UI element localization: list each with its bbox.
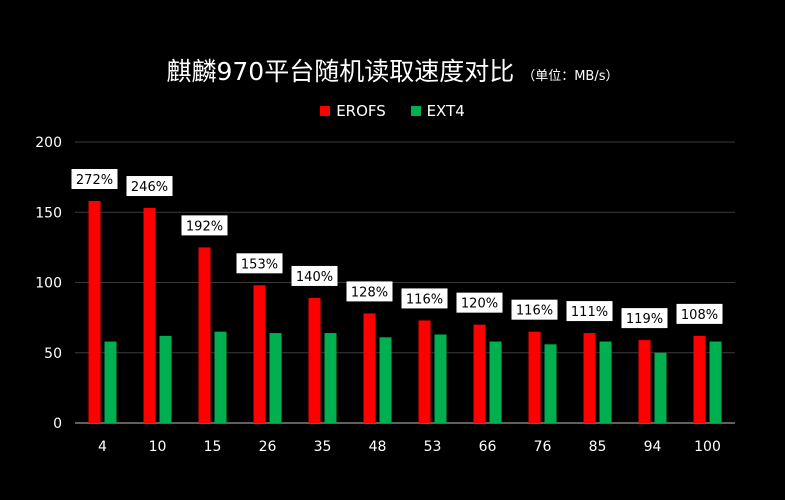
data-label-box [456, 292, 503, 313]
bar-erofs [308, 297, 321, 423]
legend: EROFS EXT4 [0, 102, 785, 120]
bar-ext4 [654, 352, 667, 423]
bar-erofs [473, 324, 486, 423]
bar-ext4 [269, 333, 282, 423]
bar-ext4 [104, 341, 117, 423]
legend-label-ext4: EXT4 [426, 102, 465, 120]
x-tick-label: 15 [204, 439, 222, 455]
data-label-box [71, 169, 118, 190]
legend-item-ext4: EXT4 [410, 102, 465, 120]
x-tick-label: 4 [98, 439, 107, 455]
data-label: 140% [296, 270, 333, 285]
x-tick-label: 35 [314, 439, 332, 455]
data-label-box [511, 299, 558, 320]
bar-erofs [693, 335, 706, 423]
data-label-box [291, 265, 338, 286]
data-label-box [181, 215, 228, 236]
bar-ext4 [379, 337, 392, 423]
x-tick-label: 85 [589, 439, 607, 455]
data-label: 272% [76, 173, 113, 188]
y-tick-label: 200 [35, 135, 62, 151]
data-label-box [566, 301, 613, 322]
bar-ext4 [159, 335, 172, 423]
bar-erofs [143, 208, 156, 423]
bar-erofs [253, 285, 266, 423]
bar-ext4 [544, 344, 557, 423]
legend-label-erofs: EROFS [336, 102, 386, 120]
bar-erofs [418, 320, 431, 423]
x-tick-label: 66 [479, 439, 497, 455]
x-tick-label: 94 [644, 439, 662, 455]
data-label: 246% [131, 180, 168, 195]
chart-title-area: 麒麟970平台随机读取速度对比 （单位：MB/s） [0, 52, 785, 88]
bar-ext4 [324, 333, 337, 423]
bar-ext4 [434, 334, 447, 423]
data-label: 192% [186, 219, 223, 234]
x-tick-label: 48 [369, 439, 387, 455]
legend-swatch-ext4 [410, 106, 421, 116]
legend-item-erofs: EROFS [320, 102, 386, 120]
x-tick-label: 100 [694, 439, 721, 455]
bar-ext4 [709, 341, 722, 423]
y-tick-label: 0 [53, 416, 62, 432]
bar-ext4 [599, 341, 612, 423]
data-label-box [126, 176, 173, 197]
y-tick-label: 150 [35, 205, 62, 221]
data-label: 119% [626, 312, 663, 327]
data-label-box [346, 281, 393, 302]
x-tick-label: 26 [259, 439, 277, 455]
data-label-box [621, 308, 668, 329]
x-tick-label: 10 [149, 439, 167, 455]
data-label-box [676, 303, 723, 324]
data-label: 153% [241, 257, 278, 272]
bar-ext4 [489, 341, 502, 423]
chart-subtitle: （单位：MB/s） [522, 69, 619, 84]
x-tick-label: 53 [424, 439, 442, 455]
bar-erofs [638, 340, 651, 423]
bar-ext4 [214, 331, 227, 423]
legend-swatch-erofs [320, 106, 331, 116]
data-label: 116% [406, 292, 443, 307]
bar-erofs [198, 247, 211, 423]
chart-title: 麒麟970平台随机读取速度对比 [166, 57, 515, 86]
y-tick-label: 50 [44, 346, 62, 362]
data-label: 128% [351, 285, 388, 300]
y-tick-label: 100 [35, 276, 62, 292]
data-label: 116% [516, 304, 553, 319]
bar-erofs [528, 331, 541, 423]
bar-erofs [88, 201, 101, 423]
data-label-box [401, 288, 448, 309]
data-label: 120% [461, 297, 498, 312]
bar-erofs [363, 313, 376, 423]
data-label-box [236, 253, 283, 274]
bar-erofs [583, 333, 596, 423]
data-label: 111% [571, 305, 608, 320]
data-label: 108% [681, 308, 718, 323]
x-tick-label: 76 [534, 439, 552, 455]
